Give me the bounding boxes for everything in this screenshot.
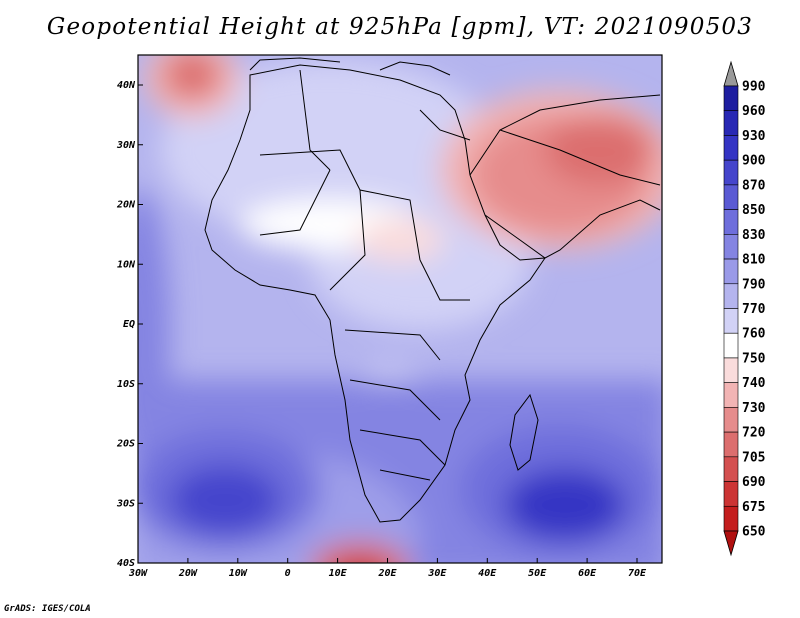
latitude-axis: 40N 30N 20N 10N EQ 10S 20S 30S 40S — [116, 80, 143, 569]
colorbar-swatch — [723, 505, 739, 532]
lon-label: 30E — [427, 568, 447, 579]
colorbar-label: 730 — [742, 401, 766, 416]
lat-label: 30S — [116, 498, 135, 509]
lat-label: 20N — [116, 200, 136, 211]
lat-label: 20S — [116, 439, 135, 450]
colorbar-swatch — [723, 481, 739, 507]
colorbar-label: 760 — [742, 327, 766, 342]
lon-label: 40E — [478, 568, 497, 579]
colorbar-label: 900 — [742, 154, 766, 169]
height-field — [138, 55, 662, 563]
colorbar-swatch — [723, 332, 739, 359]
lon-label: 20E — [377, 568, 397, 579]
colorbar-swatch — [723, 308, 739, 334]
coastlines — [204, 57, 661, 523]
lon-label: 0 — [285, 568, 291, 579]
colorbar: 990 960 930 900 870 850 830 810 790 770 760 750 740 7… — [723, 60, 766, 557]
lon-label: 30W — [128, 568, 148, 579]
colorbar-swatch — [723, 110, 739, 136]
lon-label: 50E — [528, 568, 547, 579]
colorbar-swatch — [723, 431, 739, 458]
colorbar-swatch — [723, 407, 739, 433]
colorbar-label: 705 — [742, 450, 765, 465]
colorbar-label: 790 — [742, 277, 766, 292]
map-frame — [137, 54, 663, 564]
colorbar-label: 650 — [742, 525, 766, 540]
colorbar-label: 720 — [742, 426, 766, 441]
lon-label: 70E — [628, 568, 647, 579]
colorbar-swatch — [723, 209, 739, 235]
lon-label: 20W — [178, 568, 198, 579]
colorbar-swatch — [723, 258, 739, 285]
lat-label: 40N — [117, 80, 136, 91]
colorbar-label: 830 — [742, 228, 766, 243]
colorbar-swatch — [723, 382, 739, 408]
lat-label: 10N — [117, 259, 136, 270]
lon-label: 60E — [578, 568, 597, 579]
colorbar-swatch — [723, 135, 739, 161]
longitude-axis: 30W 20W 10W 0 10E 20E 30E 40E 50E 60E 70E — [128, 558, 647, 579]
colorbar-swatch — [723, 234, 739, 260]
map-title: Geopotential Height at 925hPa [gpm], VT:… — [46, 14, 754, 40]
colorbar-swatch — [723, 357, 739, 383]
colorbar-swatch — [723, 85, 739, 112]
lon-label: 10W — [229, 568, 248, 579]
colorbar-swatch — [723, 159, 739, 186]
colorbar-label: 770 — [742, 302, 766, 317]
colorbar-label: 690 — [742, 475, 766, 490]
colorbar-label: 960 — [742, 104, 766, 119]
lon-label: 10E — [329, 568, 348, 579]
lat-label: EQ — [123, 319, 135, 330]
colorbar-label: 675 — [742, 500, 765, 515]
colorbar-swatch — [723, 283, 739, 309]
colorbar-label: 930 — [742, 129, 766, 144]
colorbar-label: 740 — [742, 376, 766, 391]
colorbar-label: 810 — [742, 253, 766, 268]
lat-label: 10S — [117, 379, 135, 390]
colorbar-label: 990 — [742, 80, 766, 95]
colorbar-bottom-arrow — [723, 530, 739, 557]
colorbar-swatch — [723, 456, 739, 482]
grads-credit: GrADS: IGES/COLA — [4, 604, 91, 614]
lat-label: 30N — [116, 140, 136, 151]
colorbar-label: 750 — [742, 351, 766, 366]
colorbar-swatch — [723, 184, 739, 210]
lat-label: 40S — [117, 558, 135, 569]
colorbar-label: 850 — [742, 203, 766, 218]
colorbar-top-arrow — [723, 60, 739, 87]
colorbar-label: 870 — [742, 178, 766, 193]
